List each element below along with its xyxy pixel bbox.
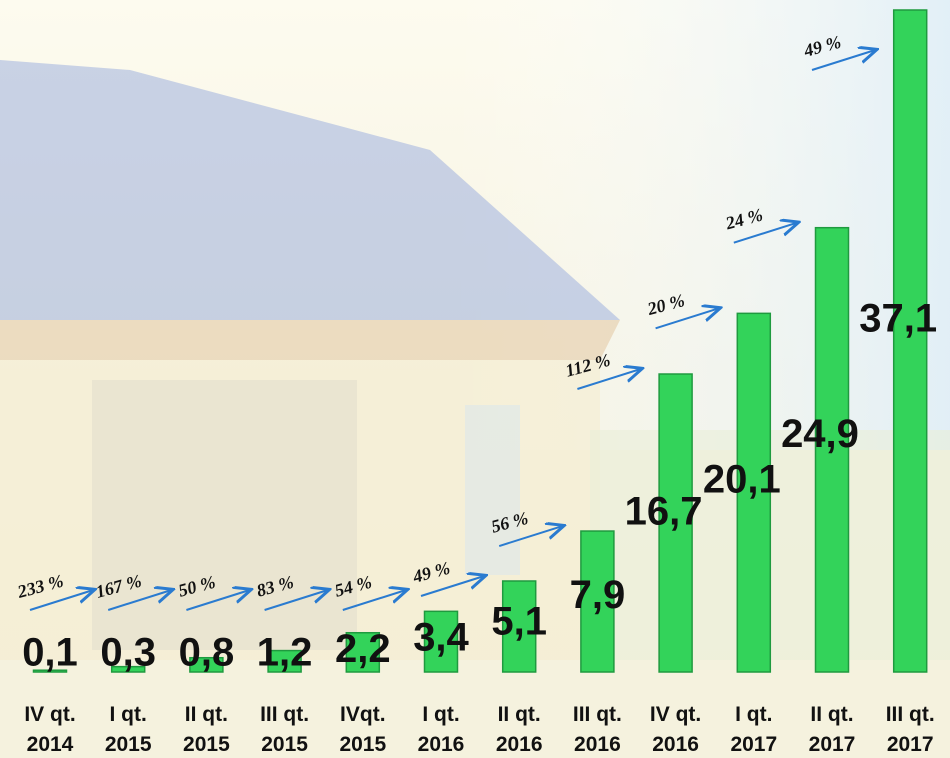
bar [267,649,302,673]
bar [501,580,537,673]
growth-arrow [186,590,249,611]
bar [580,530,615,673]
x-tick-label: II qt. 2015 [183,703,230,756]
x-tick-label: I qt. 2015 [104,703,152,756]
x-tick-label: IV qt. 2014 [24,703,76,756]
growth-arrow [29,590,93,611]
value-label: 0,8 [179,631,235,675]
value-label: 16,7 [625,490,703,534]
growth-arrow [811,50,875,71]
bar [736,312,772,673]
growth-arrow [655,308,719,330]
growth-arrow [342,590,406,611]
bar [814,226,850,673]
growth-arrow [577,369,640,390]
growth-arrow [733,223,797,244]
value-label: 24,9 [781,412,859,456]
x-tick-label: II qt. 2016 [495,703,543,756]
value-label: 0,3 [100,631,156,675]
bar [32,669,68,673]
value-label: 7,9 [570,573,626,617]
value-label: 1,2 [257,631,313,675]
x-tick-label: III qt. 2016 [572,703,622,756]
x-tick-label: I qt. 2016 [417,703,465,756]
value-label: 20,1 [703,457,781,501]
x-tick-label: IVqt. 2015 [339,703,387,756]
growth-arrow [264,590,328,611]
value-label: 37,1 [859,297,937,341]
x-tick-label: III qt. 2017 [885,703,935,756]
value-label: 2,2 [335,627,391,671]
x-tick-label: I qt. 2017 [730,703,778,756]
bar [423,610,459,673]
value-label: 0,1 [22,631,78,675]
bar [892,9,928,673]
bar [189,656,224,673]
bar [658,373,693,673]
bar [345,631,381,673]
x-tick-label: III qt. 2015 [260,703,310,756]
x-tick-label: IV qt. 2016 [649,703,702,756]
growth-arrow [107,590,171,611]
bar [110,665,146,673]
growth-arrow [420,576,484,597]
value-label: 5,1 [491,599,547,643]
value-label: 3,4 [413,615,469,659]
x-tick-label: II qt. 2017 [808,703,856,756]
growth-arrow [498,526,562,547]
